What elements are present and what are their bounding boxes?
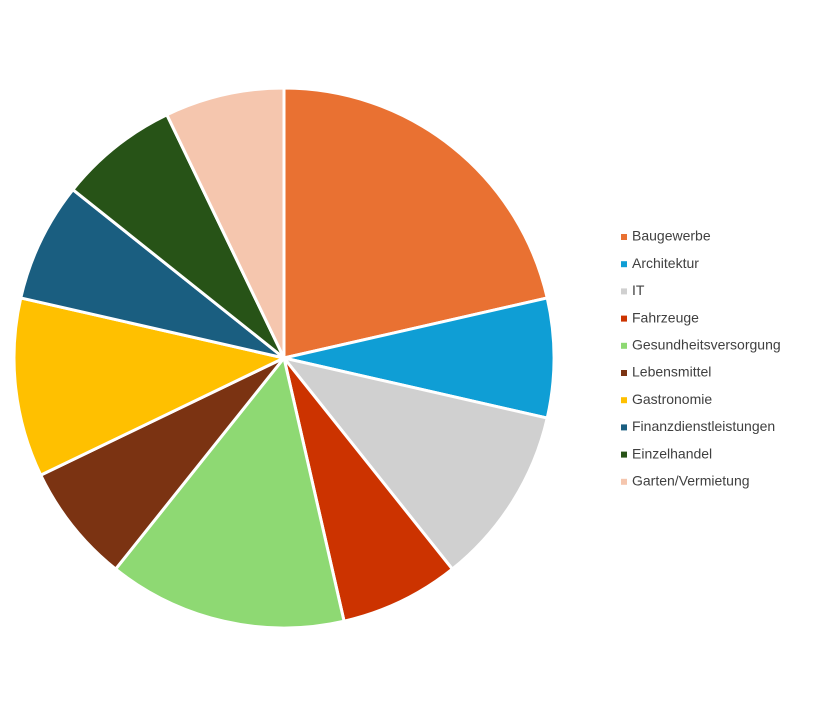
legend-label: Architektur xyxy=(632,255,699,271)
legend-swatch xyxy=(621,478,627,485)
pie-slice xyxy=(114,356,346,630)
pie-slice xyxy=(165,86,286,360)
legend-label: Baugewerbe xyxy=(632,228,711,244)
legend-label: Finanzdienstleistungen xyxy=(632,418,775,434)
legend-swatch xyxy=(621,288,627,295)
legend-swatch xyxy=(621,451,627,458)
legend-swatch xyxy=(621,397,627,404)
pie-slice xyxy=(12,296,286,477)
legend-swatch xyxy=(621,424,627,431)
legend-label: IT xyxy=(632,282,645,298)
legend-swatch xyxy=(621,342,627,349)
pie-slice xyxy=(71,113,286,360)
legend-swatch xyxy=(621,234,627,240)
pie-slice xyxy=(19,188,286,360)
legend-label: Einzelhandel xyxy=(632,445,712,461)
legend-label: Fahrzeuge xyxy=(632,309,699,325)
pie-slice xyxy=(282,356,549,571)
pie-slice xyxy=(282,86,549,360)
legend-label: Lebensmittel xyxy=(632,364,711,380)
legend-swatch xyxy=(621,315,627,322)
pie-slice xyxy=(282,296,556,420)
pie-slice xyxy=(282,356,454,623)
pie-slice xyxy=(39,356,286,571)
legend-swatch xyxy=(621,261,627,268)
legend-swatch xyxy=(621,370,627,376)
legend-label: Garten/Vermietung xyxy=(632,473,750,489)
legend-label: Gastronomie xyxy=(632,391,712,407)
legend-label: Gesundheitsversorgung xyxy=(632,337,781,353)
